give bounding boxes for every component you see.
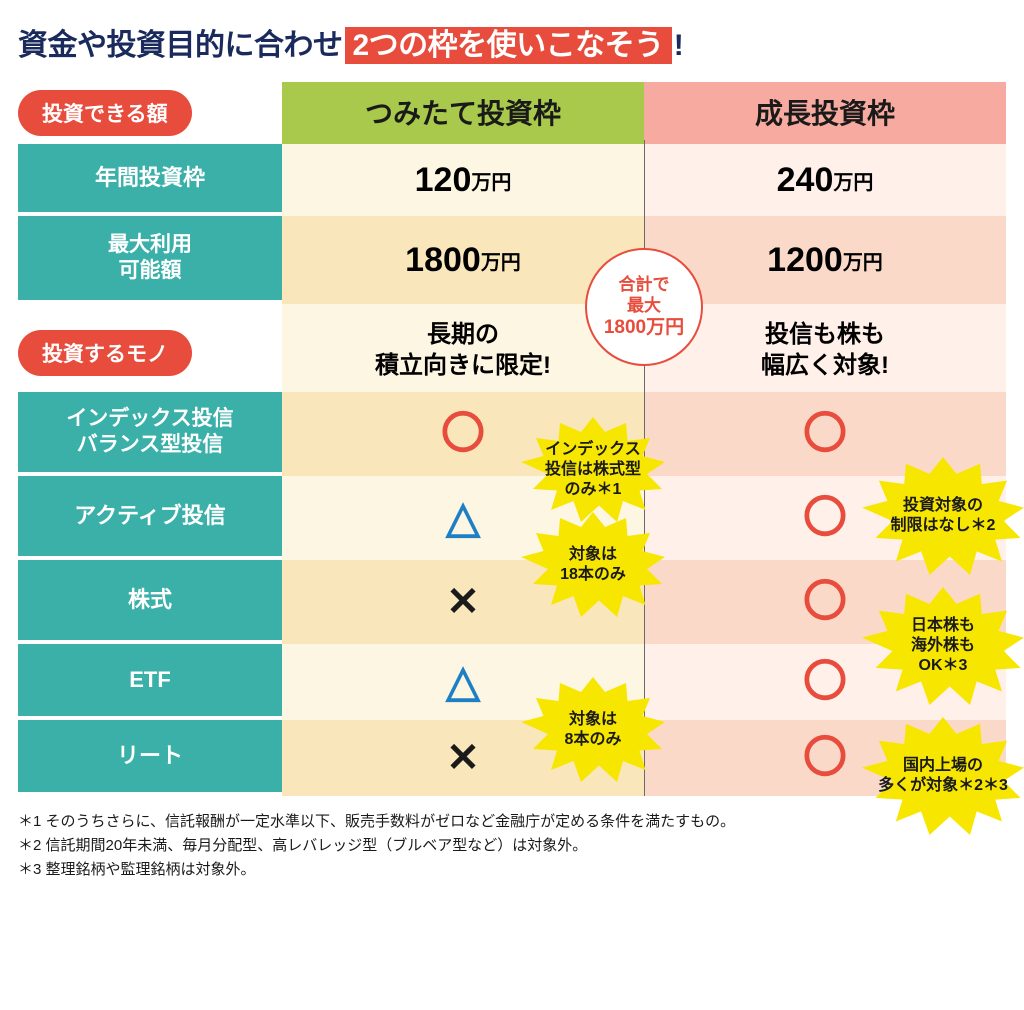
row-label-etf: ETF xyxy=(18,644,282,720)
comparison-table: 投資できる額 つみたて投資枠 成長投資枠 年間投資枠 120万円 240万円 最… xyxy=(18,82,1006,796)
title-highlight: 2つの枠を使いこなそう xyxy=(345,27,672,64)
triangle-icon: △ xyxy=(446,660,480,704)
cross-icon: ✕ xyxy=(446,738,480,778)
circle-icon: 〇 xyxy=(803,580,847,624)
circle-icon: 〇 xyxy=(803,496,847,540)
total-bubble: 合計で 最大 1800万円 xyxy=(585,248,703,366)
row-label-stock: 株式 xyxy=(18,560,282,644)
section-product-cell: 投資するモノ xyxy=(18,304,282,392)
num: 240 xyxy=(777,161,834,200)
num: 120 xyxy=(415,161,472,200)
burst-text: 国内上場の 多くが対象＊2＊3 xyxy=(878,756,1008,796)
circle-icon: 〇 xyxy=(803,660,847,704)
col-header-tsumitate: つみたて投資枠 xyxy=(282,82,644,144)
burst-listed-note: 国内上場の 多くが対象＊2＊3 xyxy=(858,717,1024,835)
tsumitate-annual: 120万円 xyxy=(282,144,644,216)
bubble-l1: 合計で xyxy=(619,274,670,295)
unit: 万円 xyxy=(481,246,521,275)
growth-annual: 240万円 xyxy=(644,144,1006,216)
amount-pill: 投資できる額 xyxy=(18,90,192,136)
circle-icon: 〇 xyxy=(803,736,847,780)
row-label-active: アクティブ投信 xyxy=(18,476,282,560)
footnote-3: ＊3 整理銘柄や監理銘柄は対象外。 xyxy=(18,858,1006,882)
bubble-l2: 最大 xyxy=(627,295,661,316)
triangle-icon: △ xyxy=(446,496,480,540)
footnote-2: ＊2 信託期間20年未満、毎月分配型、高レバレッジ型（ブルベア型など）は対象外。 xyxy=(18,834,1006,858)
page-title: 資金や投資目的に合わせ2つの枠を使いこなそう! xyxy=(18,20,1006,64)
circle-icon: 〇 xyxy=(803,412,847,456)
burst-text: 対象は 18本のみ xyxy=(560,545,626,585)
row-label-reit: リート xyxy=(18,720,282,796)
unit: 万円 xyxy=(833,166,873,195)
row-label-max: 最大利用 可能額 xyxy=(18,216,282,304)
burst-active-note: 対象は 18本のみ xyxy=(518,512,668,617)
num: 1800 xyxy=(405,241,481,280)
title-post: ! xyxy=(674,29,684,62)
burst-text: インデックス 投信は株式型 のみ＊1 xyxy=(545,440,641,500)
unit: 万円 xyxy=(843,246,883,275)
cross-icon: ✕ xyxy=(446,582,480,622)
bubble-l3: 1800万円 xyxy=(604,316,684,340)
burst-index-note: インデックス 投信は株式型 のみ＊1 xyxy=(518,417,668,522)
burst-text: 投資対象の 制限はなし＊2 xyxy=(891,496,996,536)
section-amount-cell: 投資できる額 xyxy=(18,82,282,144)
product-pill: 投資するモノ xyxy=(18,330,192,376)
burst-stock-note: 日本株も 海外株も OK＊3 xyxy=(858,587,1024,705)
burst-text: 日本株も 海外株も OK＊3 xyxy=(911,616,975,676)
title-pre: 資金や投資目的に合わせ xyxy=(18,29,343,62)
row-label-index: インデックス投信 バランス型投信 xyxy=(18,392,282,476)
row-label-annual: 年間投資枠 xyxy=(18,144,282,216)
num: 1200 xyxy=(767,241,843,280)
unit: 万円 xyxy=(471,166,511,195)
burst-restriction-note: 投資対象の 制限はなし＊2 xyxy=(858,457,1024,575)
circle-icon: 〇 xyxy=(441,412,485,456)
col-header-growth: 成長投資枠 xyxy=(644,82,1006,144)
burst-text: 対象は 8本のみ xyxy=(565,710,622,750)
burst-etf-note: 対象は 8本のみ xyxy=(518,677,668,782)
